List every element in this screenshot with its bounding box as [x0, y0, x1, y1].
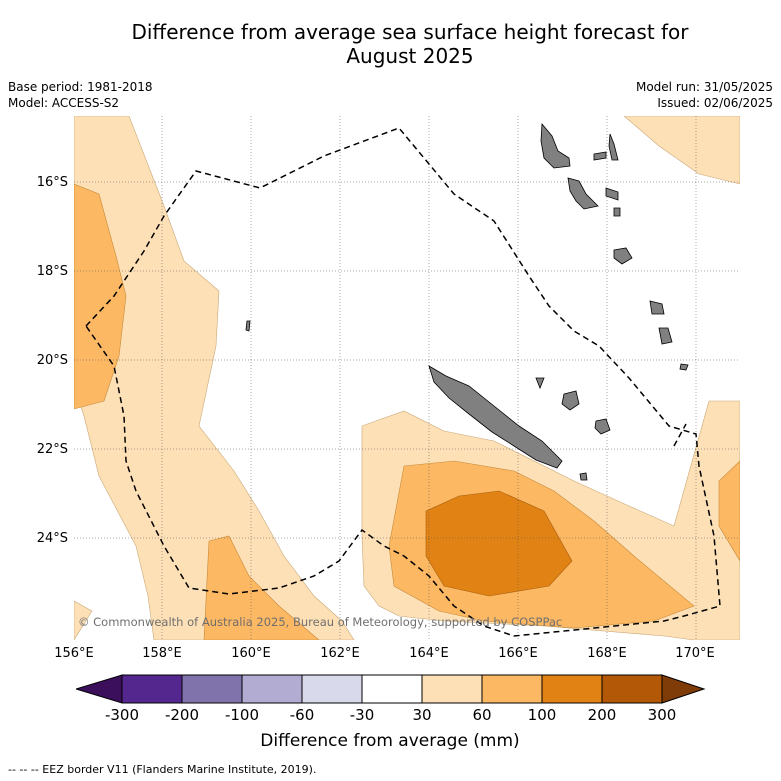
cbar-tick-10: 300	[647, 706, 677, 724]
malo-island	[593, 151, 607, 161]
model-name: Model: ACCESS-S2	[8, 96, 120, 110]
epi	[613, 207, 621, 217]
cbar-tick-5: -30	[349, 706, 375, 724]
malekula	[567, 177, 599, 210]
aneityum	[679, 363, 689, 371]
new-caledonia	[428, 365, 563, 469]
lon-label-166e: 166°E	[498, 646, 538, 661]
cbar-tick-3: -100	[224, 706, 260, 724]
lon-label-156e: 156°E	[54, 646, 94, 661]
lat-label-20s: 20°S	[36, 353, 68, 368]
anomaly-100-200-region	[425, 490, 573, 597]
lon-label-158e: 158°E	[142, 646, 182, 661]
erromango	[649, 300, 665, 315]
lat-label-22s: 22°S	[36, 442, 68, 457]
lat-label-18s: 18°S	[36, 264, 68, 279]
eez-border	[85, 127, 721, 637]
base-period: Base period: 1981-2018	[8, 80, 153, 94]
forecast-map: © Commonwealth of Australia 2025, Bureau…	[74, 116, 740, 640]
colorbar	[76, 674, 706, 704]
lon-label-160e: 160°E	[231, 646, 271, 661]
colorbar-bin-8	[541, 674, 603, 704]
cbar-tick-8: 100	[527, 706, 557, 724]
colorbar-title: Difference from average (mm)	[260, 731, 520, 751]
eez-legend-footer: -- -- -- EEZ border V11 (Flanders Marine…	[8, 763, 317, 776]
gridlines	[74, 116, 740, 640]
loyalty-island-2	[594, 418, 611, 435]
colorbar-bin-2	[181, 674, 243, 704]
colorbar-bin-1	[121, 674, 183, 704]
loyalty-island-1	[561, 390, 580, 411]
lon-label-164e: 164°E	[409, 646, 449, 661]
colorbar-bin-7	[481, 674, 543, 704]
cbar-tick-7: 60	[472, 706, 492, 724]
cbar-tick-6: 30	[412, 706, 432, 724]
loyalty-island-3	[535, 377, 545, 390]
copyright-notice: © Commonwealth of Australia 2025, Bureau…	[78, 615, 562, 629]
model-run: Model run: 31/05/2025	[635, 80, 773, 94]
colorbar-bin-4	[301, 674, 363, 704]
title-line-2: August 2025	[346, 44, 474, 68]
cbar-tick-9: 200	[587, 706, 617, 724]
landmasses	[245, 122, 689, 481]
colorbar-bin-3	[241, 674, 303, 704]
colorbar-bin-6	[421, 674, 483, 704]
issued-date: Issued: 02/06/2025	[657, 96, 773, 110]
lon-label-162e: 162°E	[320, 646, 360, 661]
colorbar-bin-9	[601, 674, 663, 704]
title-line-1: Difference from average sea surface heig…	[131, 20, 689, 44]
espiritu-santo	[540, 122, 571, 169]
cbar-tick-2: -200	[164, 706, 200, 724]
lon-label-168e: 168°E	[587, 646, 627, 661]
ambae-island	[608, 133, 619, 161]
colorbar-bin-5	[361, 674, 423, 704]
cbar-tick-4: -60	[289, 706, 315, 724]
isle-of-pines	[579, 472, 588, 481]
colorbar-low-extend	[76, 674, 123, 704]
cbar-tick-1: -300	[104, 706, 140, 724]
small-islet-1	[245, 320, 251, 332]
colorbar-high-extend	[661, 674, 706, 704]
ambrym	[605, 187, 619, 201]
lat-label-24s: 24°S	[36, 531, 68, 546]
efate	[613, 247, 633, 265]
lat-label-16s: 16°S	[36, 175, 68, 190]
tanna	[658, 327, 673, 345]
lon-label-170e: 170°E	[675, 646, 715, 661]
